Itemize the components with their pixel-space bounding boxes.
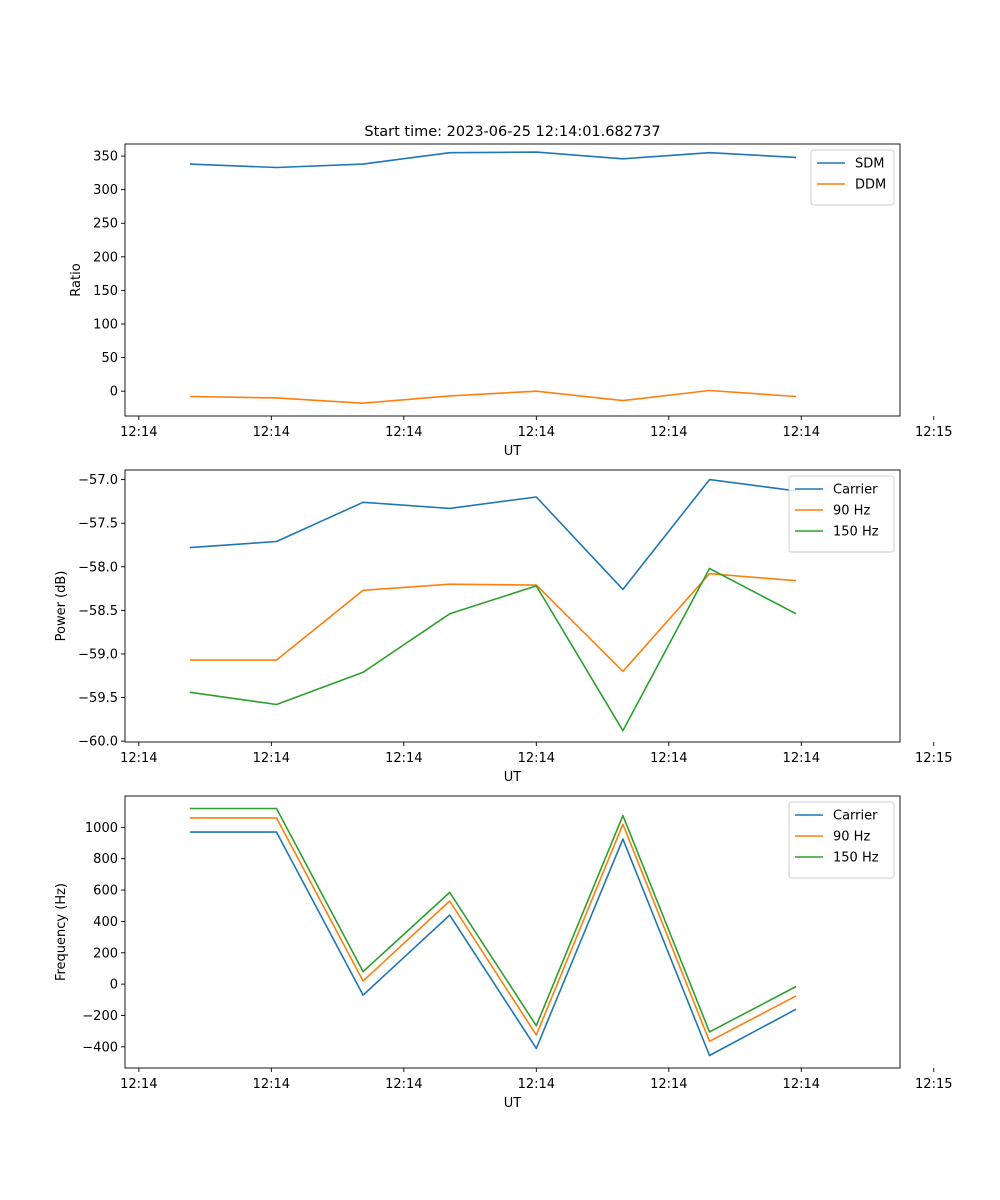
x-tick-label: 12:15 — [915, 1077, 952, 1092]
x-tick-label: 12:15 — [915, 425, 952, 440]
series-line-150-hz — [189, 807, 797, 1033]
series-line-ddm — [189, 389, 797, 405]
x-tick-label: 12:14 — [518, 1077, 555, 1092]
y-tick-label: −59.0 — [78, 647, 118, 662]
y-tick-label: −58.0 — [78, 560, 118, 575]
x-tick-label: 12:14 — [253, 425, 290, 440]
y-tick-label: 0 — [110, 385, 118, 400]
panel-3: −400 −200 0 200 400 600 800 1000 12:14 12:14 12:14… — [54, 795, 953, 1111]
x-tick-label: 12:14 — [650, 751, 687, 766]
y-tick-label: −59.5 — [78, 691, 118, 706]
y-tick-label: −400 — [82, 1040, 118, 1055]
plot-frame — [124, 469, 901, 743]
legend-label: Carrier — [833, 809, 878, 824]
series-line-90-hz — [189, 572, 797, 673]
legend-label: 150 Hz — [833, 851, 879, 866]
x-axis-label: UT — [504, 770, 522, 785]
x-tick-label: 12:14 — [120, 751, 157, 766]
legend-label: Carrier — [833, 483, 878, 498]
legend-label: 90 Hz — [833, 504, 870, 519]
x-tick-label: 12:14 — [783, 1077, 820, 1092]
y-tick-label: −60.0 — [78, 735, 118, 750]
plot-frame — [124, 795, 901, 1069]
x-tick-label: 12:14 — [253, 751, 290, 766]
x-tick-label: 12:14 — [385, 751, 422, 766]
y-tick-label: 250 — [93, 217, 118, 232]
y-tick-label: 800 — [93, 852, 118, 867]
legend-label: 90 Hz — [833, 830, 870, 845]
legend: SDM DDM — [810, 149, 895, 206]
y-tick-label: 100 — [93, 317, 118, 332]
legend: Carrier 90 Hz 150 Hz — [788, 801, 895, 879]
y-tick-label: 350 — [93, 150, 118, 165]
series-line-carrier — [189, 478, 797, 591]
x-tick-label: 12:14 — [385, 1077, 422, 1092]
series-line-150-hz — [189, 567, 797, 732]
x-tick-label: 12:15 — [915, 751, 952, 766]
y-tick-label: 200 — [93, 946, 118, 961]
x-axis-label: UT — [504, 1096, 522, 1111]
y-tick-label: −200 — [82, 1009, 118, 1024]
legend-label: 150 Hz — [833, 525, 879, 540]
x-tick-label: 12:14 — [253, 1077, 290, 1092]
y-tick-label: −57.0 — [78, 473, 118, 488]
legend-box — [788, 475, 895, 553]
figure-title: Start time: 2023-06-25 12:14:01.682737 — [364, 124, 660, 140]
series-line-carrier — [189, 831, 797, 1057]
y-tick-label: 0 — [110, 978, 118, 993]
x-tick-label: 12:14 — [518, 425, 555, 440]
y-axis-label: Frequency (Hz) — [54, 883, 69, 981]
x-tick-label: 12:14 — [783, 751, 820, 766]
x-tick-label: 12:14 — [385, 425, 422, 440]
x-tick-label: 12:14 — [783, 425, 820, 440]
x-tick-label: 12:14 — [518, 751, 555, 766]
y-tick-label: −57.5 — [78, 517, 118, 532]
x-tick-label: 12:14 — [650, 1077, 687, 1092]
y-tick-label: 1000 — [85, 821, 118, 836]
x-tick-label: 12:14 — [120, 425, 157, 440]
plot-frame — [124, 143, 901, 417]
legend-label: SDM — [855, 157, 884, 172]
series-line-90-hz — [189, 817, 797, 1043]
legend-box — [788, 801, 895, 879]
legend: Carrier 90 Hz 150 Hz — [788, 475, 895, 553]
y-axis-label: Ratio — [69, 263, 84, 296]
y-tick-label: 600 — [93, 884, 118, 899]
y-tick-label: 150 — [93, 284, 118, 299]
x-axis-label: UT — [504, 444, 522, 459]
panel-2: −60.0 −59.5 −59.0 −58.5 −58.0 −57.5 −57.0 12:14… — [54, 469, 953, 785]
x-tick-label: 12:14 — [120, 1077, 157, 1092]
series-line-sdm — [189, 151, 797, 169]
y-axis-label: Power (dB) — [54, 571, 69, 642]
panels: 0 50 100 150 200 250 300 350 12:14 12:14 12:14 12:1… — [54, 143, 953, 1111]
y-tick-label: 300 — [93, 183, 118, 198]
x-tick-label: 12:14 — [650, 425, 687, 440]
panel-1: 0 50 100 150 200 250 300 350 12:14 12:14 12:14 12:1… — [69, 143, 953, 459]
y-tick-label: 50 — [101, 351, 118, 366]
legend-label: DDM — [855, 178, 886, 193]
y-tick-label: −58.5 — [78, 604, 118, 619]
y-tick-label: 400 — [93, 915, 118, 930]
y-tick-label: 200 — [93, 250, 118, 265]
